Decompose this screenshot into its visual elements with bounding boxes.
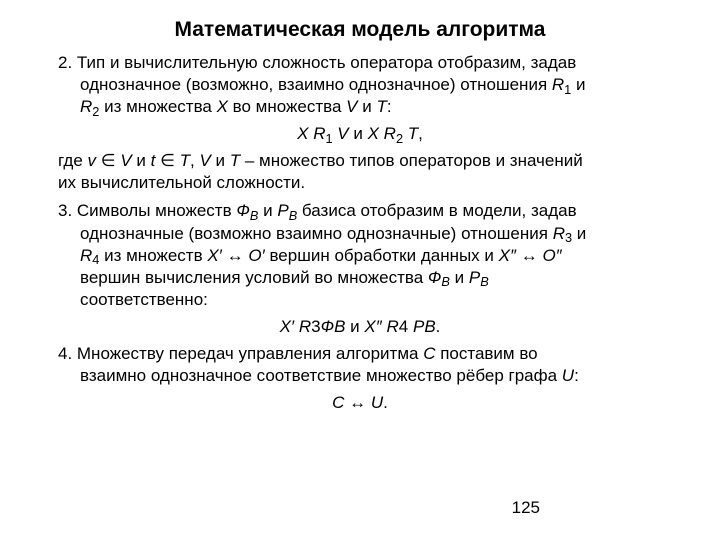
text: однозначные (возможно взаимно однозначны… <box>80 224 553 243</box>
sub: B <box>441 274 450 289</box>
text: и <box>450 268 469 287</box>
var: U <box>371 393 383 412</box>
var: V <box>333 124 354 143</box>
text: ↔ <box>344 393 370 412</box>
text: ↔ <box>222 246 248 265</box>
text: 4 <box>399 317 408 336</box>
text: и <box>572 224 586 243</box>
var: X″ <box>364 317 386 336</box>
item-2: 2. Тип и вычислительную сложность операт… <box>36 52 684 118</box>
text: ∈ <box>155 151 179 170</box>
var-R1: R <box>552 75 564 94</box>
text: . <box>383 393 388 412</box>
text: 4. Множеству передач управления алгоритм… <box>58 344 423 363</box>
var: T <box>403 124 418 143</box>
text: из множества <box>99 97 216 116</box>
var: C <box>423 344 435 363</box>
text: и <box>358 97 377 116</box>
sub: 2 <box>92 104 99 119</box>
sub: 1 <box>564 82 571 97</box>
text: их вычислительной сложности. <box>58 173 305 192</box>
page-number: 125 <box>512 498 540 518</box>
var: R <box>384 124 396 143</box>
var: X″ <box>499 246 516 265</box>
var: v <box>88 151 97 170</box>
var-T: T <box>376 97 386 116</box>
formula-1: X R1 V и X R2 T, <box>36 124 684 144</box>
text: . <box>436 317 441 336</box>
text: вершин вычисления условий во множества <box>80 268 428 287</box>
text: во множества <box>228 97 346 116</box>
text: вершин обработки данных и <box>265 246 499 265</box>
text: базиса отобразим в модели, задав <box>297 201 576 220</box>
sub: B <box>480 274 489 289</box>
var: X <box>368 124 384 143</box>
var: B <box>424 317 435 336</box>
var-X: X <box>217 97 228 116</box>
var: R <box>313 124 325 143</box>
var: V <box>199 151 210 170</box>
text: 2. Тип и вычислительную сложность операт… <box>58 53 576 72</box>
formula-3: C ↔ U. <box>36 393 684 413</box>
sub: 2 <box>396 131 403 146</box>
sub: 1 <box>325 131 332 146</box>
text: поставим во <box>435 344 537 363</box>
item-3: 3. Символы множеств ФB и PB базиса отобр… <box>36 200 684 310</box>
text: где <box>58 151 88 170</box>
text: и <box>571 75 585 94</box>
var: P <box>277 201 288 220</box>
text: соответственно: <box>80 290 208 309</box>
text: и <box>345 317 364 336</box>
text: 3. Символы множеств <box>58 201 236 220</box>
var: R <box>80 246 92 265</box>
text: : <box>387 97 392 116</box>
sub: 4 <box>92 252 99 267</box>
text: и <box>211 151 230 170</box>
text: однозначное (возможно, взаимно однозначн… <box>80 75 552 94</box>
var: B <box>334 317 345 336</box>
slide-title: Математическая модель алгоритма <box>36 18 684 42</box>
var: U <box>562 366 574 385</box>
text: и <box>258 201 277 220</box>
var: Ф <box>321 317 335 336</box>
var: R <box>553 224 565 243</box>
var: Ф <box>428 268 442 287</box>
var: P <box>408 317 424 336</box>
text: , <box>418 124 423 143</box>
item-4: 4. Множеству передач управления алгоритм… <box>36 343 684 387</box>
text: и <box>132 151 151 170</box>
var: O′ <box>248 246 264 265</box>
formula-2: X′ R3ФB и X″ R4 PB. <box>36 317 684 337</box>
var: X′ <box>280 317 299 336</box>
var: P <box>469 268 480 287</box>
var: C <box>332 393 344 412</box>
var: X′ <box>207 246 222 265</box>
text: ↔ <box>516 246 542 265</box>
var: T <box>180 151 190 170</box>
text: и <box>353 124 367 143</box>
sub: B <box>250 208 259 223</box>
var: X <box>297 124 308 143</box>
item-2-where: где v ∈ V и t ∈ T, V и T – множество тип… <box>36 150 684 194</box>
var: V <box>120 151 131 170</box>
text: 3 <box>311 317 320 336</box>
text: взаимно однозначное соответствие множест… <box>80 366 562 385</box>
var-R2: R <box>80 97 92 116</box>
var: R <box>387 317 399 336</box>
sub: 3 <box>565 230 572 245</box>
slide: Математическая модель алгоритма 2. Тип и… <box>0 0 720 540</box>
var: O″ <box>542 246 561 265</box>
text: из множеств <box>99 246 207 265</box>
var-V: V <box>346 97 357 116</box>
var: Ф <box>236 201 250 220</box>
var: T <box>230 151 240 170</box>
sub: B <box>289 208 298 223</box>
text: – множество типов операторов и значений <box>240 151 583 170</box>
text: : <box>574 366 579 385</box>
var: R <box>299 317 311 336</box>
text: ∈ <box>96 151 120 170</box>
